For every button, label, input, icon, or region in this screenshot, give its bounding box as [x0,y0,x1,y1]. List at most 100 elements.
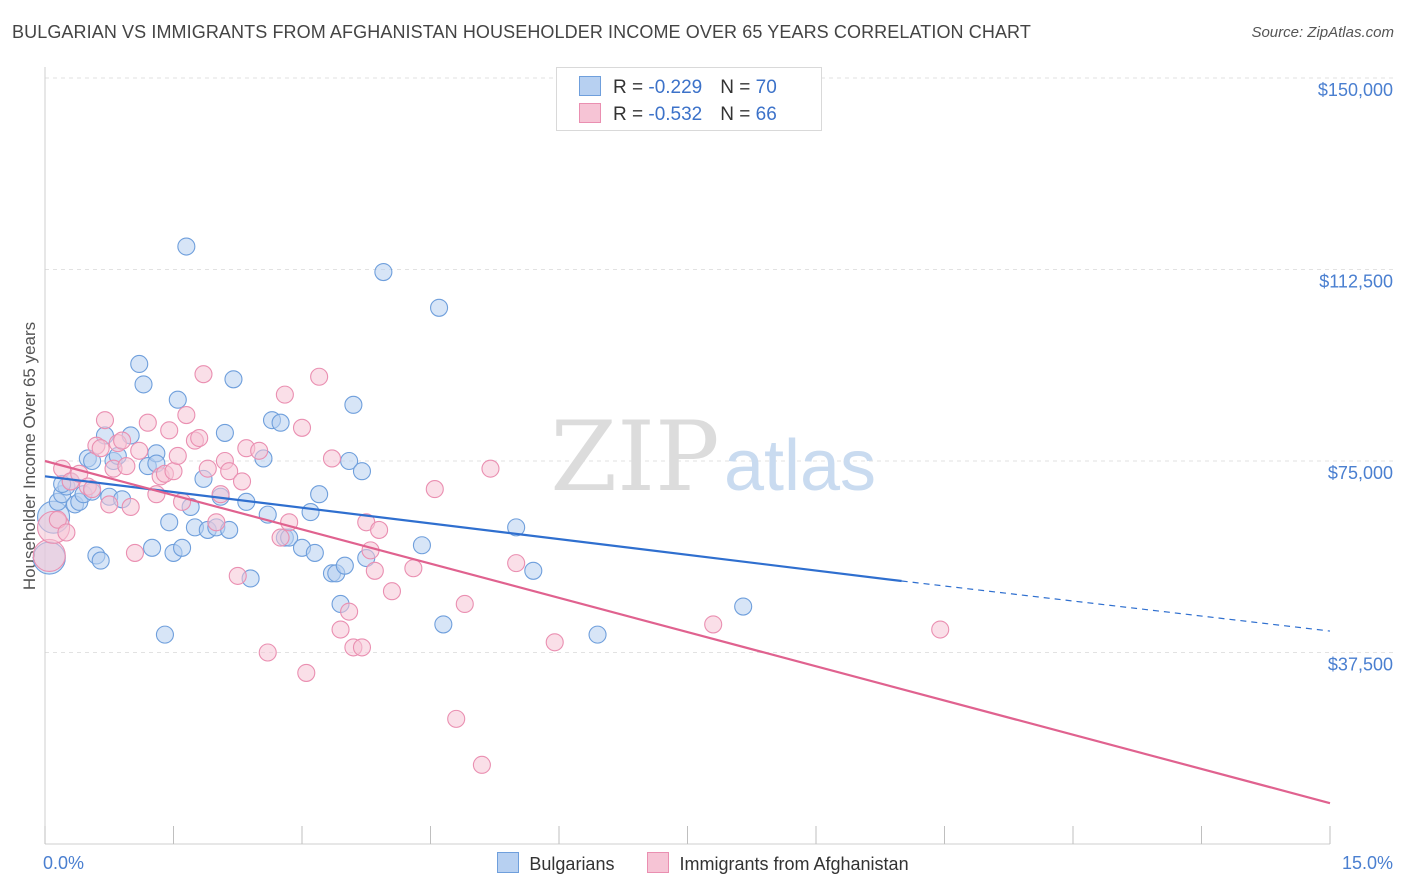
bulgarians-point [430,298,449,317]
y-tick-label: $75,000 [1328,463,1393,483]
chart-title: BULGARIAN VS IMMIGRANTS FROM AFGHANISTAN… [12,22,1031,42]
afghanistan-point [310,367,329,386]
afghanistan-point [455,594,474,614]
afghanistan-point [370,520,389,539]
afghanistan-point [48,510,67,529]
afghanistan-point [352,638,372,657]
bulgarians-point [374,263,393,282]
afghanistan-trend-line [44,459,1331,805]
bulgarians-point [177,237,196,256]
afghanistan-point [100,495,119,514]
afghanistan-point [91,439,110,458]
afghanistan-points [32,365,950,774]
afghanistan-point [164,462,183,481]
bulgarians-point [310,485,329,504]
legend-item-bulgarians: Bulgarians [497,852,614,875]
x-tick-label: 0.0% [43,853,84,873]
afghanistan-point [447,709,466,728]
afghanistan-point [271,528,290,547]
afghanistan-point [322,449,342,468]
afghanistan-point [168,446,187,465]
afghanistan-point [207,513,226,532]
bulgarians-point [524,561,543,580]
bulgarians-point [215,423,234,442]
afghanistan-point [32,538,66,573]
afghanistan-point [220,462,239,481]
watermark-atlas: atlas [724,426,876,506]
afghanistan-point [258,643,277,662]
bulgarians-point [507,518,526,537]
afghanistan-point [275,385,294,404]
afghanistan-point [117,457,136,476]
bulgarians-point [143,538,162,557]
y-tick-label: $37,500 [1328,655,1393,675]
bulgarians-point [173,538,192,557]
afghanistan-point [190,428,209,448]
watermark: ZIP atlas [550,401,876,513]
x-tick-label: 15.0% [1342,853,1393,873]
afghanistan-point [931,620,950,639]
afghanistan-point [125,543,144,562]
afghanistan-point [704,615,723,634]
afghanistan-point [177,405,196,425]
axes [44,67,1331,845]
bulgarians-point [412,536,431,555]
afghanistan-point [113,431,132,450]
n-label: N = [720,104,756,125]
bulgarians-swatch [579,76,601,96]
legend-label: Immigrants from Afghanistan [679,854,909,874]
bulgarians-trend-line [44,475,902,583]
stats-row-afghanistan: R = -0.532 N = 66 [579,103,777,127]
afghanistan-point [382,582,402,601]
y-tick-label: $150,000 [1318,80,1393,100]
bulgarians-point [160,513,179,532]
afghanistan-point [160,421,179,440]
afghanistan-point [138,413,157,432]
n-label: N = [720,77,756,98]
tick-labels: $37,500 $75,000 $112,500 $150,000 0.0% 15.0% [43,80,1393,873]
afghanistan-point [292,418,312,437]
bulgarians-point [305,543,324,562]
series-legend: Bulgarians Immigrants from Afghanistan [0,852,1406,875]
afghanistan-point [83,480,102,499]
gridlines [45,77,1395,653]
r-label: R = [613,77,649,98]
bulgarians-point [130,354,149,374]
bulgarians-point [434,615,453,634]
afghanistan-point [545,633,564,652]
bulgarians-point [155,625,174,644]
afghanistan-point [211,485,230,504]
afghanistan-point [507,554,526,573]
legend-item-afghanistan: Immigrants from Afghanistan [647,852,909,875]
afghanistan-point [481,459,500,478]
afghanistan-point [425,480,444,499]
bulgarians-point [301,503,320,522]
afghanistan-point [331,620,350,639]
afghanistan-point [297,663,316,682]
bulgarians-point [91,551,110,570]
afghanistan-point [194,365,213,384]
n-value: 70 [755,77,777,98]
afghanistan-point [121,497,140,517]
afghanistan-point [130,441,149,460]
bulgarians-point [588,625,607,644]
afghanistan-swatch [647,852,670,873]
afghanistan-point [95,411,115,430]
afghanistan-point [472,755,491,774]
bulgarians-point [271,413,290,432]
watermark-zip: ZIP [550,401,719,513]
bulgarians-point [335,556,354,575]
n-value: 66 [755,104,777,125]
afghanistan-point [198,459,217,478]
afghanistan-point [228,566,247,585]
bulgarians-point [134,375,153,394]
bulgarians-point [344,395,363,414]
afghanistan-point [250,441,269,460]
legend-label: Bulgarians [529,854,615,874]
stats-row-bulgarians: R = -0.229 N = 70 [579,76,777,100]
bulgarians-swatch [497,852,520,873]
bulgarians-point [352,462,372,481]
chart-source: Source: ZipAtlas.com [1251,24,1394,41]
afghanistan-point [404,559,423,578]
